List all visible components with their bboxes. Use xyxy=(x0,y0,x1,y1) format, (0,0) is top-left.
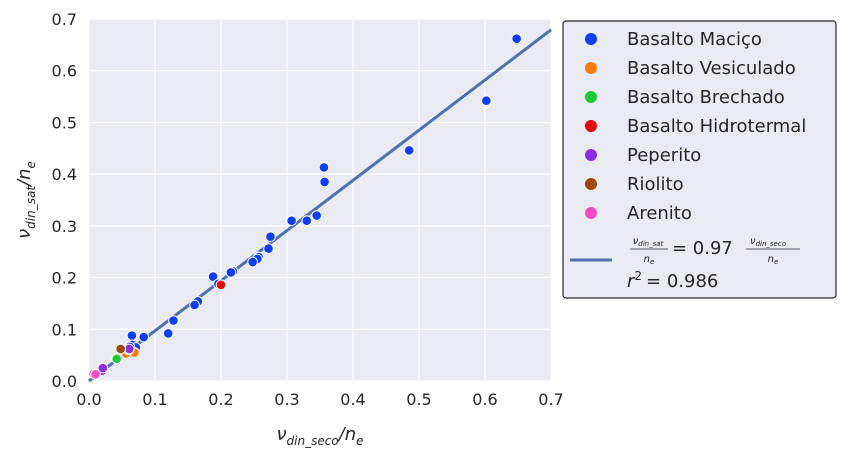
x-tick-label: 0.7 xyxy=(538,390,563,409)
y-tick-label: 0.2 xyxy=(52,269,77,288)
data-point xyxy=(162,328,174,339)
data-point xyxy=(215,279,227,291)
legend-marker xyxy=(585,120,597,132)
x-tick-label: 0.4 xyxy=(340,390,365,409)
data-point xyxy=(168,315,179,326)
data-point xyxy=(263,243,274,254)
svg-text:νdin_sat: νdin_sat xyxy=(633,236,664,248)
legend-marker xyxy=(585,91,597,103)
data-point xyxy=(247,256,258,268)
y-tick-label: 0.7 xyxy=(52,10,77,29)
legend-label: Arenito xyxy=(627,203,692,224)
data-point xyxy=(189,299,200,311)
data-point xyxy=(138,331,150,343)
y-tick-label: 0.5 xyxy=(52,113,77,132)
svg-text:ne: ne xyxy=(644,254,655,266)
legend-marker xyxy=(585,178,597,190)
data-point xyxy=(225,267,237,278)
svg-text:νdin_seco: νdin_seco xyxy=(750,236,786,248)
y-tick-label: 0.1 xyxy=(52,320,77,339)
legend-marker xyxy=(585,33,597,45)
x-tick-label: 0.2 xyxy=(208,390,233,409)
data-point xyxy=(511,33,522,44)
legend-label: Basalto Brechado xyxy=(627,87,785,108)
svg-text:r2= 0.986: r2 = 0.986 xyxy=(627,269,718,292)
data-point xyxy=(319,176,330,188)
legend-label: Riolito xyxy=(627,174,684,195)
data-point xyxy=(318,162,330,173)
legend-label: Basalto Maciço xyxy=(627,29,762,50)
legend-marker xyxy=(585,62,597,74)
y-tick-label: 0.4 xyxy=(52,165,77,184)
data-point xyxy=(115,343,126,355)
data-point xyxy=(301,215,313,226)
y-tick-label: 0.6 xyxy=(52,62,77,81)
data-point xyxy=(207,271,219,282)
legend-fit-equation: νdin_sat ne = 0.97 νdin_seco ne r2 = 0.98… xyxy=(627,236,800,292)
legend-label: Basalto Vesiculado xyxy=(627,58,796,79)
legend-marker xyxy=(585,149,597,161)
data-points xyxy=(88,33,522,380)
grid-lines xyxy=(88,18,552,382)
svg-text:= 0.97: = 0.97 xyxy=(672,238,733,259)
x-tick-label: 0.1 xyxy=(142,390,167,409)
data-point xyxy=(265,231,276,243)
legend-label: Peperito xyxy=(627,145,701,166)
x-tick-label: 0.6 xyxy=(472,390,497,409)
x-tick-label: 0.5 xyxy=(406,390,431,409)
x-tick-label: 0.0 xyxy=(76,390,101,409)
legend-label: Basalto Hidrotermal xyxy=(627,116,806,137)
x-axis-label: νdin_seco/ne xyxy=(276,424,363,448)
data-point xyxy=(111,353,123,365)
data-point xyxy=(403,145,415,156)
y-axis-label: νdin_sat/ne xyxy=(14,161,38,239)
x-tick-label: 0.3 xyxy=(274,390,299,409)
y-tick-label: 0.3 xyxy=(52,217,77,236)
data-point xyxy=(126,330,138,341)
data-point xyxy=(90,368,101,380)
regression-line xyxy=(88,28,552,383)
svg-text:ne: ne xyxy=(768,254,779,266)
data-point xyxy=(97,362,109,374)
data-point xyxy=(481,95,492,107)
data-point xyxy=(311,210,323,221)
data-point xyxy=(286,215,297,226)
y-tick-label: 0.0 xyxy=(52,372,77,391)
legend: Basalto Maciço Basalto Vesiculado Basalto … xyxy=(562,20,837,299)
x-tick-labels: 0.0 0.1 0.2 0.3 0.4 0.5 0.6 0.7 xyxy=(76,390,563,409)
legend-entries: Basalto Maciço Basalto Vesiculado Basalto … xyxy=(585,29,806,224)
legend-marker xyxy=(585,207,597,219)
legend-box xyxy=(562,20,837,299)
y-tick-labels: 0.0 0.1 0.2 0.3 0.4 0.5 0.6 0.7 xyxy=(52,10,77,391)
